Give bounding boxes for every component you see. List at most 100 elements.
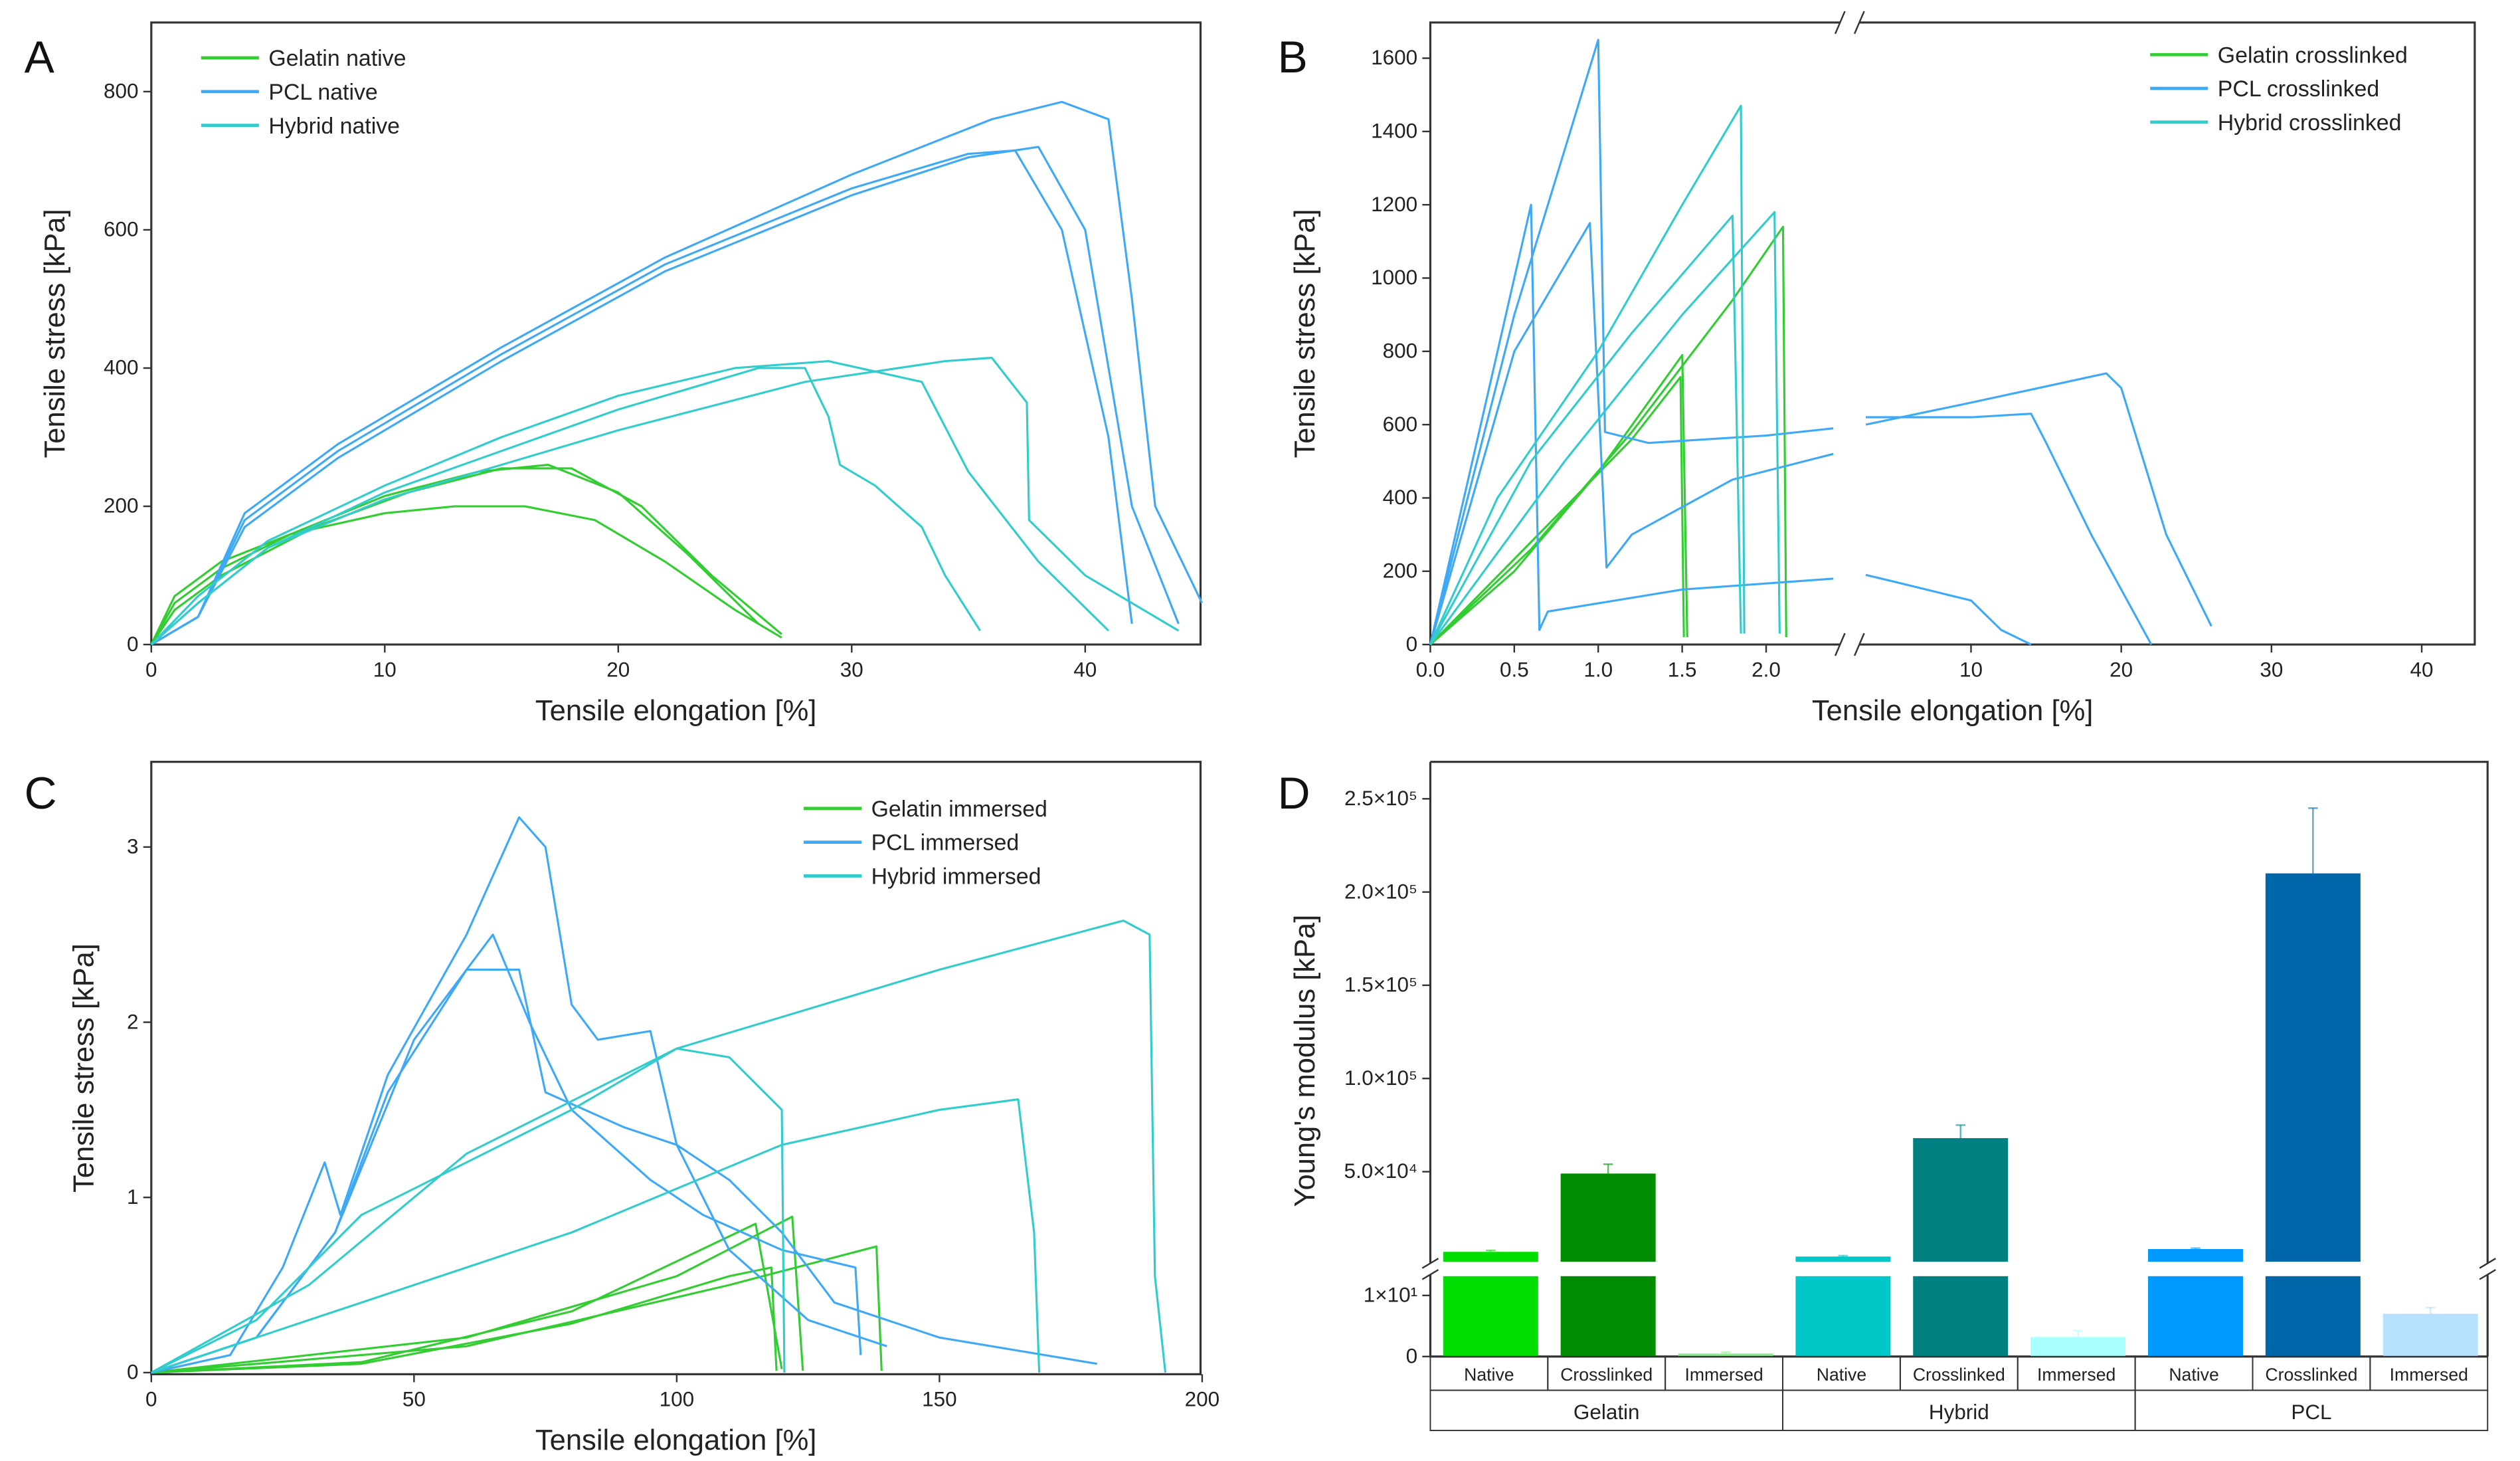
x-tick-label: 100 — [660, 1388, 694, 1411]
curve-gelatin-immersed — [151, 1222, 783, 1374]
axis-break-mark — [1421, 1258, 1439, 1269]
y-tick-label: 1.0×10⁵ — [1344, 1066, 1417, 1090]
y-tick-label: 0 — [127, 1361, 138, 1384]
bar-break-gap — [1441, 1262, 1540, 1276]
x-tick-label: 0.5 — [1500, 658, 1529, 681]
legend-entry: Hybrid crosslinked — [2218, 110, 2402, 136]
legend-entry: Gelatin immersed — [871, 797, 1047, 822]
x-tick-label: 200 — [1185, 1388, 1219, 1411]
curve-pcl-crosslinked — [1429, 203, 2032, 646]
curve-pcl-immersed — [151, 933, 862, 1374]
curve-hybrid-immersed — [151, 920, 1167, 1374]
curve-pcl-crosslinked — [1429, 222, 2212, 645]
bar-break-gap — [1793, 1262, 1892, 1276]
panel-a — [143, 21, 1204, 653]
y-tick-label: 1400 — [1371, 120, 1417, 143]
group-label: PCL — [2291, 1401, 2331, 1424]
y-tick-label: 1200 — [1371, 193, 1417, 216]
curve-pcl-immersed — [151, 816, 1097, 1374]
y-tick-label: 400 — [104, 356, 138, 379]
x-tick-label: 10 — [1959, 658, 1983, 681]
x-tick-label: 50 — [403, 1388, 426, 1411]
y-tick-label: 1600 — [1371, 46, 1417, 69]
axis-break-mark — [2479, 1269, 2496, 1280]
plot-frame — [150, 761, 1202, 1375]
x-tick-label: 30 — [2260, 658, 2283, 681]
x-tick-label: 1.0 — [1583, 658, 1613, 681]
curve-hybrid-immersed — [151, 1047, 786, 1374]
x-tick-label: 150 — [922, 1388, 956, 1411]
curve-hybrid-crosslinked — [1429, 211, 1781, 646]
bar-pcl-immersed — [2383, 1314, 2478, 1357]
category-label: Crosslinked — [1560, 1365, 1653, 1385]
x-tick-label: 30 — [840, 658, 863, 681]
category-label: Crosslinked — [1913, 1365, 2005, 1385]
group-cell — [2134, 1389, 2489, 1432]
x-tick-label: 0.0 — [1416, 658, 1445, 681]
category-label: Native — [1817, 1365, 1866, 1385]
curve-gelatin-native — [150, 505, 782, 645]
curve-pcl-native — [150, 100, 1204, 646]
curve-gelatin-immersed — [151, 1245, 883, 1374]
curve-pcl-crosslinked — [1429, 39, 2153, 645]
curve-hybrid-native — [150, 356, 1180, 646]
y-axis-label: Tensile stress [kPa] — [1289, 209, 1321, 458]
legend-entry: PCL immersed — [871, 830, 1020, 856]
bar-hybrid-crosslinked — [1913, 1138, 2009, 1357]
bar-gelatin-immersed — [1678, 1353, 1773, 1357]
category-label: Native — [2169, 1365, 2218, 1385]
x-tick-label: 40 — [2410, 658, 2434, 681]
legend-entry: PCL crosslinked — [2218, 76, 2379, 102]
y-tick-label: 200 — [1383, 559, 1417, 582]
curve-gelatin-crosslinked — [1429, 353, 1688, 646]
y-tick-label: 1 — [127, 1185, 138, 1209]
curve-gelatin-immersed — [151, 1266, 778, 1374]
plot-frame — [1429, 761, 2489, 1358]
legend-entry: PCL native — [268, 80, 377, 105]
y-tick-label: 0 — [127, 633, 138, 656]
y-tick-label: 200 — [104, 494, 138, 518]
axis-break-mark — [1834, 11, 1846, 35]
curve-hybrid-immersed — [151, 1098, 1041, 1374]
category-label: Immersed — [2390, 1365, 2468, 1385]
legend-entry: Hybrid native — [268, 114, 400, 139]
curve-pcl-native — [150, 146, 1180, 646]
panel-label: A — [25, 33, 55, 82]
x-axis-label: Tensile elongation [%] — [535, 1424, 817, 1456]
x-tick-label: 2.0 — [1752, 658, 1781, 681]
category-label: Crosslinked — [2265, 1365, 2357, 1385]
plot-frame — [1429, 21, 2476, 646]
y-tick-label: 400 — [1383, 486, 1417, 509]
y-axis-label: Tensile stress [kPa] — [68, 943, 100, 1193]
curve-gelatin-immersed — [151, 1215, 804, 1374]
y-tick-label: 600 — [1383, 413, 1417, 436]
y-tick-label: 800 — [1383, 340, 1417, 363]
panel-c — [143, 761, 1204, 1383]
legend-entry: Gelatin crosslinked — [2218, 43, 2408, 68]
x-tick-label: 10 — [373, 658, 397, 681]
axis-break-mark — [1853, 633, 1865, 656]
x-tick-label: 1.5 — [1668, 658, 1697, 681]
curve-hybrid-native — [150, 367, 981, 646]
y-tick-label: 600 — [104, 218, 138, 241]
y-tick-label: 2.5×10⁵ — [1344, 787, 1417, 810]
x-axis-label: Tensile elongation [%] — [1812, 695, 2094, 727]
legend-entry: Hybrid immersed — [871, 864, 1041, 890]
panel-label: B — [1278, 33, 1308, 82]
curve-pcl-native — [150, 149, 1133, 646]
panel-label: D — [1278, 769, 1310, 819]
y-tick-label: 2.0×10⁵ — [1344, 880, 1417, 903]
bar-break-gap — [1559, 1262, 1658, 1276]
axis-break-mark — [1421, 1269, 1439, 1280]
curve-gelatin-crosslinked — [1429, 225, 1787, 646]
y-tick-label: 3 — [127, 835, 138, 858]
bar-break-gap — [1911, 1262, 2010, 1276]
category-label: Native — [1464, 1365, 1514, 1385]
y-tick-label: 800 — [104, 80, 138, 103]
y-tick-label: 1000 — [1371, 266, 1417, 289]
x-tick-label: 0 — [145, 658, 157, 681]
axis-break-mark — [1853, 11, 1865, 35]
group-label: Gelatin — [1574, 1401, 1640, 1424]
bar-break-gap — [2264, 1262, 2363, 1276]
